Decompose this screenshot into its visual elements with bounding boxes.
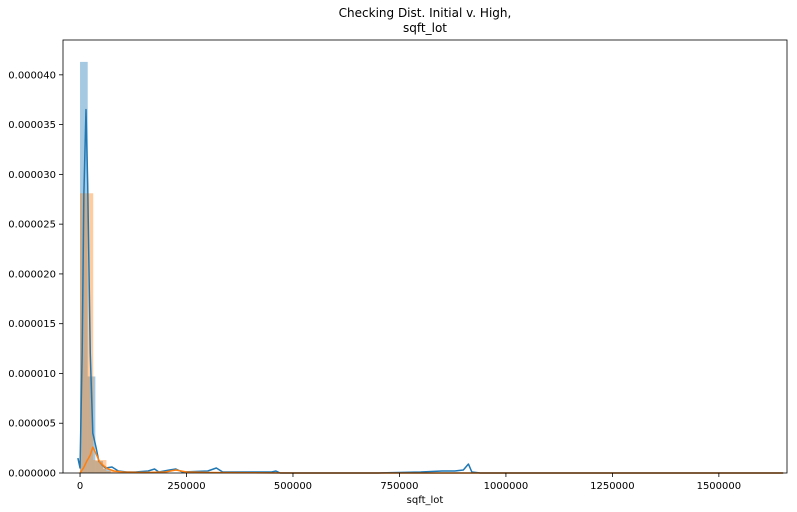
y-tick-label: 0.000005 <box>8 419 56 430</box>
x-tick-label: 250000 <box>167 481 205 492</box>
histogram-bar-series-1-4 <box>103 469 111 473</box>
axes-spines <box>62 39 788 474</box>
plot-area <box>63 40 787 473</box>
y-tick-label: 0.000040 <box>8 70 56 81</box>
y-tick-label: 0.000035 <box>8 120 56 131</box>
x-tick-label: 1250000 <box>590 481 635 492</box>
axes-frame <box>62 39 788 474</box>
plot-background <box>63 40 787 473</box>
histogram-bar-series-1-3 <box>95 461 104 473</box>
x-tick-label: 500000 <box>274 481 312 492</box>
histogram-bar-series-2-2 <box>93 460 107 473</box>
x-tick-label: 750000 <box>380 481 418 492</box>
x-axis-label: sqft_lot <box>407 495 444 506</box>
y-tick-label: 0.000000 <box>8 469 56 480</box>
histogram-bar-series-1-1 <box>80 61 88 473</box>
x-tick-label: 1500000 <box>697 481 742 492</box>
x-tick-label: 0 <box>77 481 83 492</box>
histogram-bar-series-2-3 <box>106 471 120 473</box>
y-tick-label: 0.000010 <box>8 369 56 380</box>
histogram-bar-series-1-2 <box>87 376 96 473</box>
y-tick-label: 0.000015 <box>8 319 56 330</box>
chart-title-line-1: Checking Dist. Initial v. High, <box>339 6 512 20</box>
kde-line-series-2 <box>79 446 784 474</box>
kde-line-series-1 <box>77 108 784 474</box>
x-axis: 0 250000 500000 750000 1000000 1250000 1500000 <box>77 473 741 492</box>
y-tick-label: 0.000025 <box>8 220 56 231</box>
y-tick-label: 0.000020 <box>8 269 56 280</box>
kde-lines <box>77 108 784 474</box>
y-axis: 0.000000 0.000005 0.000010 0.000015 0.000020… <box>8 70 63 480</box>
x-tick-label: 1000000 <box>484 481 529 492</box>
chart-title-line-2: sqft_lot <box>403 21 447 35</box>
y-tick-label: 0.000030 <box>8 170 56 181</box>
